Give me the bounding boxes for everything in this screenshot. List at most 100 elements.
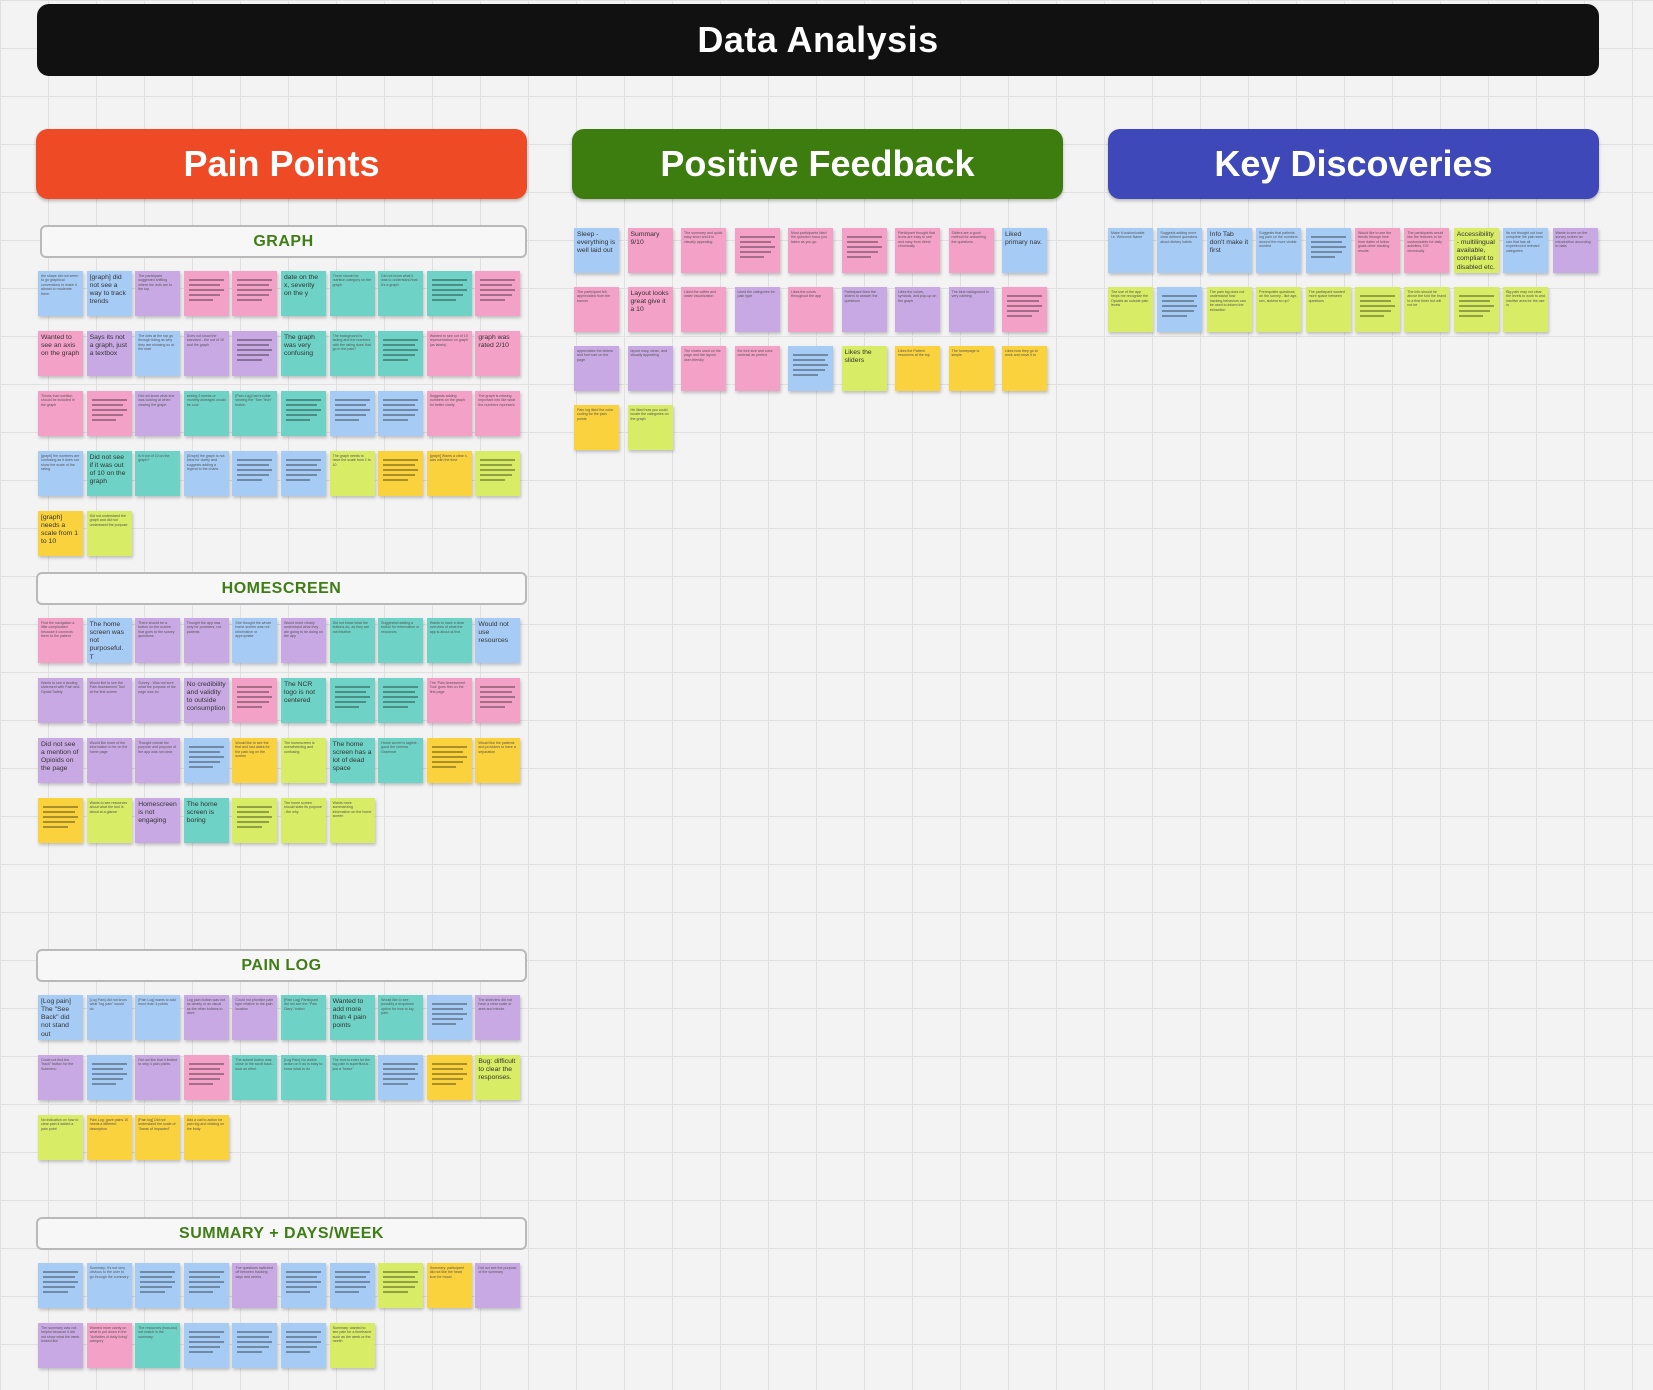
sticky-note[interactable]: Prerequisite questions on the survey - l…	[1256, 287, 1302, 332]
sticky-note[interactable]: The homepage is simple	[948, 346, 994, 391]
sticky-note[interactable]: The font to enter for the log pain is su…	[329, 1055, 375, 1100]
sticky-note[interactable]	[280, 451, 326, 496]
sticky-note[interactable]: Suggests that patients log pain on the n…	[1256, 228, 1302, 273]
sticky-note[interactable]: The participants would like the features…	[1404, 228, 1450, 273]
sticky-note[interactable]: Likes the colors, symbols, and pop-up on…	[895, 287, 940, 332]
sticky-note[interactable]: Wanted to see out of 10 representation o…	[426, 331, 472, 376]
sticky-note[interactable]	[734, 228, 780, 273]
sticky-note[interactable]: No credibility and validity to outside c…	[183, 678, 229, 723]
sticky-note[interactable]	[183, 1055, 229, 1100]
sticky-note[interactable]: Would not use resources	[475, 618, 521, 663]
sticky-note[interactable]: Summary: participant did not like the he…	[426, 1263, 472, 1308]
sticky-note[interactable]: There should be a button on the screen t…	[135, 618, 181, 663]
sticky-note[interactable]: Wants to see a landing statement with Pa…	[38, 678, 83, 723]
sticky-note[interactable]: He liked how you could locate the catego…	[627, 405, 673, 450]
sticky-note[interactable]	[1354, 287, 1400, 332]
sticky-note[interactable]: Participant thought that icons are easy …	[895, 228, 940, 273]
sticky-note[interactable]: Most participants liked the question foc…	[788, 228, 833, 273]
sticky-note[interactable]	[1453, 287, 1499, 332]
sticky-note[interactable]: [graph] did not see a way to track trend…	[86, 271, 132, 316]
sticky-note[interactable]	[86, 1055, 132, 1100]
sticky-note[interactable]: Could not prioritize pain type relative …	[232, 995, 278, 1040]
sticky-note[interactable]: Pain Log: gave pains 10 needs a differen…	[86, 1115, 132, 1160]
sticky-note[interactable]: The home screen was not purposeful. T	[86, 618, 132, 663]
sticky-note[interactable]: The home screen should state its purpose…	[280, 798, 326, 843]
sticky-note[interactable]	[426, 738, 472, 783]
sticky-note[interactable]: The use of the app helps me recognize th…	[1108, 287, 1153, 332]
sticky-note[interactable]: Wants to have a clear overview of what t…	[426, 618, 472, 663]
sticky-note[interactable]	[183, 738, 229, 783]
sticky-note[interactable]: Liked the coffee and water visualization	[681, 287, 726, 332]
sticky-note[interactable]: [graph] the numbers are confusing as it …	[38, 451, 83, 496]
sticky-note[interactable]	[426, 1055, 472, 1100]
sticky-note[interactable]: Layout looks great give it a 10	[627, 287, 673, 332]
sticky-note[interactable]	[378, 391, 424, 436]
sticky-note[interactable]: Did not see a mention of Opioids on the …	[38, 738, 83, 783]
sticky-note[interactable]	[378, 678, 424, 723]
sticky-note[interactable]: Likes the colors throughout the app	[788, 287, 833, 332]
sticky-note[interactable]: graph was rated 2/10	[475, 331, 521, 376]
sticky-note[interactable]: Summary 9/10	[627, 228, 673, 273]
sticky-note[interactable]	[329, 391, 375, 436]
sticky-note[interactable]: The graph was very confusing	[280, 331, 326, 376]
sticky-note[interactable]	[280, 391, 326, 436]
sticky-note[interactable]: Home screen's tagline - good the comma G…	[378, 738, 424, 783]
sticky-note[interactable]: The participant felt appreciated from th…	[574, 287, 619, 332]
sticky-note[interactable]	[232, 1323, 278, 1368]
sticky-note[interactable]: Liked the categories for pain type	[734, 287, 780, 332]
sticky-note[interactable]: Says its not a graph, just a textbox	[86, 331, 132, 376]
sticky-note[interactable]	[378, 451, 424, 496]
sticky-note[interactable]: the shape did not seem to go graphical c…	[38, 271, 83, 316]
sticky-note[interactable]: Likes the sliders	[841, 346, 887, 391]
sticky-note[interactable]: Did not see if it was out of 10 on the g…	[86, 451, 132, 496]
sticky-note[interactable]: is it out of 10 on the graph?	[135, 451, 181, 496]
sticky-note[interactable]: Would like to see the Pain Assessment To…	[86, 678, 132, 723]
sticky-note[interactable]: The charts used on the page and the layo…	[681, 346, 726, 391]
sticky-note[interactable]: [Graph] the graph is not ideal for clari…	[183, 451, 229, 496]
sticky-note[interactable]: The slideview did not have a clear scale…	[475, 995, 521, 1040]
sticky-note[interactable]: The summary was not helpful because it d…	[38, 1323, 83, 1368]
sticky-note[interactable]: Wanted to add more than 4 pain points	[329, 995, 375, 1040]
sticky-note[interactable]: The participant wanted more space betwee…	[1305, 287, 1351, 332]
sticky-note[interactable]	[426, 271, 472, 316]
sticky-note[interactable]: The dots at the top go through tiding as…	[135, 331, 181, 376]
category-pain-points[interactable]: Pain Points	[36, 129, 527, 199]
sticky-note[interactable]: No indication on how to clear pain if ad…	[38, 1115, 83, 1160]
sticky-note[interactable]: Would like to see possibly a dropdown op…	[378, 995, 424, 1040]
sticky-note[interactable]	[232, 451, 278, 496]
sticky-note[interactable]	[232, 331, 278, 376]
sticky-note[interactable]: Add a call to action for pain log and cl…	[183, 1115, 229, 1160]
sticky-note[interactable]: Summary: wanted to see pain for a timefr…	[329, 1323, 375, 1368]
sticky-note[interactable]	[183, 271, 229, 316]
sticky-note[interactable]	[475, 271, 521, 316]
sticky-note[interactable]: Wants to see resources about what the to…	[86, 798, 132, 843]
sticky-note[interactable]	[232, 271, 278, 316]
sticky-note[interactable]: [Pain Log] had trouble viewing the "See …	[232, 391, 278, 436]
sticky-note[interactable]: layout easy, clean, and visually appeali…	[627, 346, 673, 391]
sticky-note[interactable]: Accessibility - multilingual available, …	[1453, 228, 1499, 273]
sticky-note[interactable]: [Log Pain] did not know what "log pain" …	[86, 995, 132, 1040]
sticky-note[interactable]	[329, 1263, 375, 1308]
sticky-note[interactable]	[280, 1263, 326, 1308]
sticky-note[interactable]: The 'Pain Assessment Tool' goes first on…	[426, 678, 472, 723]
sticky-note[interactable]: Homescreen is not engaging	[135, 798, 181, 843]
sticky-note[interactable]: The home screen has a lot of dead space	[329, 738, 375, 783]
sticky-note[interactable]: The info should be above the fold the br…	[1404, 287, 1450, 332]
sticky-note[interactable]: the font size and color contrast as perf…	[734, 346, 780, 391]
sticky-note[interactable]	[378, 1055, 424, 1100]
sticky-note[interactable]	[232, 678, 278, 723]
sticky-note[interactable]: [Log pain] The "See Back" did not stand …	[38, 995, 83, 1040]
sticky-note[interactable]: Thought overall the purpose and purpose …	[135, 738, 181, 783]
sticky-note[interactable]: The homescreen is overwhelming and confu…	[280, 738, 326, 783]
sticky-note[interactable]: Would like to see the first and last dat…	[232, 738, 278, 783]
sticky-note[interactable]	[475, 678, 521, 723]
sticky-note[interactable]: Would more clearly understand what they …	[280, 618, 326, 663]
sticky-note[interactable]: The participant suggested shifting where…	[135, 271, 181, 316]
sticky-note[interactable]	[38, 798, 83, 843]
sticky-note[interactable]: Pain log liked the color coding for the …	[574, 405, 619, 450]
sticky-note[interactable]: Did not see the purpose of the summary	[475, 1263, 521, 1308]
sticky-note[interactable]: The home screen is boring	[183, 798, 229, 843]
sticky-note[interactable]	[183, 1323, 229, 1368]
sticky-note[interactable]: The blue background is very calming	[948, 287, 994, 332]
sticky-note[interactable]: Wanted to see an axis on the graph	[38, 331, 83, 376]
